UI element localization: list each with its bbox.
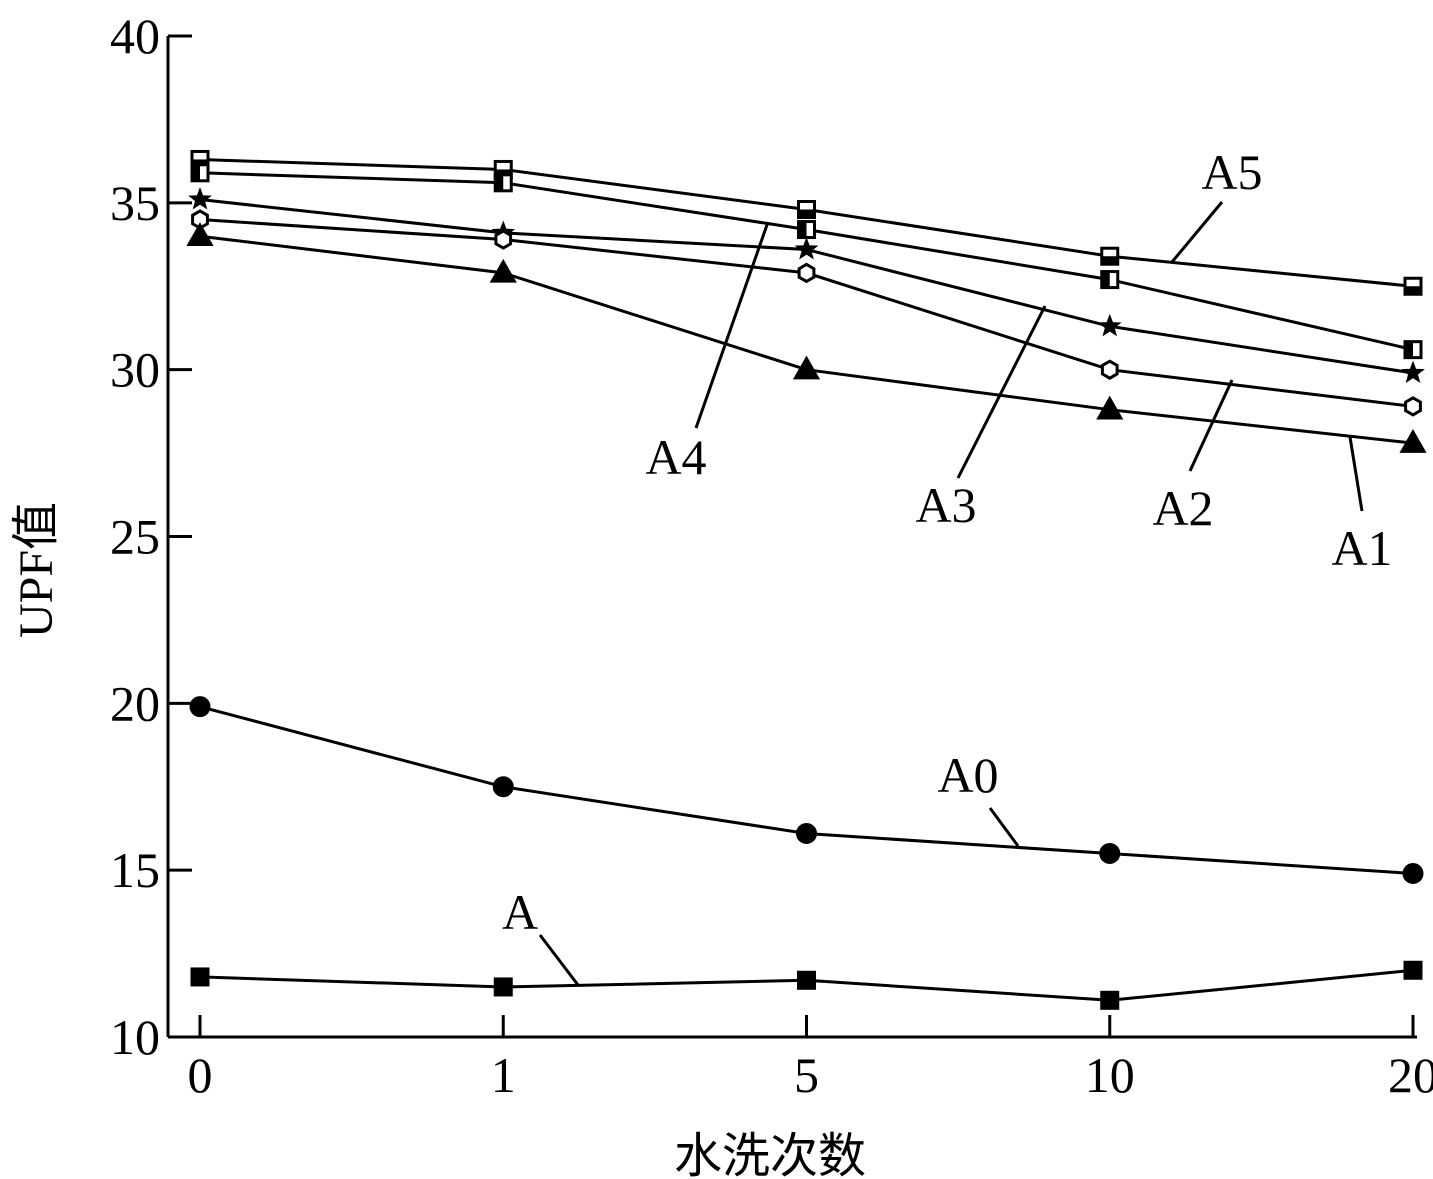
x-tick-label: 1 [491,1047,516,1103]
series-a2-point-2 [797,262,816,284]
y-axis-title: UPF值 [10,502,63,638]
series-a2-point-4 [1404,396,1422,417]
series-a0-point-3 [1099,842,1121,864]
series-a5-point-2 [797,200,816,220]
series-a3-label: A3 [915,477,976,533]
series-a-label: A [502,884,538,940]
series-a3-leader-line [956,305,1047,479]
series-a-point-0 [190,967,210,987]
series-a1-point-1 [489,258,517,283]
series-a-point-1 [493,977,513,997]
series-a0-point-0 [189,696,211,718]
series-a4-point-2 [797,220,816,240]
series-a0-point-2 [796,822,817,844]
series-a5-point-3 [1100,246,1120,266]
y-tick-label: 15 [110,842,160,898]
series-a1-label: A1 [1331,520,1392,576]
series-a2-leader-line [1188,379,1234,472]
series-a4-point-4 [1403,340,1423,360]
series-a0-point-1 [492,776,514,798]
y-tick-label: 35 [110,175,160,231]
series-a-point-2 [797,970,816,990]
series-a2-label: A2 [1152,480,1213,536]
series-a4-leader-line [694,221,770,429]
series-a3-point-3 [1097,313,1122,337]
series-a4-point-1 [493,173,513,193]
series-a [190,960,1423,1010]
series-a4-label: A4 [645,429,706,485]
series-a1 [186,222,1427,453]
series-a5-label: A5 [1201,144,1262,200]
y-tick-label: 30 [110,342,160,398]
series-a-leader-line [538,934,580,986]
series-a0-leader-line [988,807,1020,847]
series-a1-point-0 [186,222,214,246]
series-a2-point-3 [1100,359,1119,380]
series-a0-point-4 [1402,863,1424,885]
series-a-point-4 [1403,960,1423,980]
series-a0-label: A0 [937,747,998,803]
series-a4 [190,163,1423,360]
series-a0-line [199,705,1414,875]
series-a3-point-2 [794,237,819,260]
y-tick-label: 25 [110,509,160,565]
series-a5-point-4 [1403,276,1423,296]
series-a1-point-2 [792,355,821,380]
x-tick-label: 10 [1085,1047,1135,1103]
series-a0 [189,696,1424,885]
x-tick-label: 5 [794,1047,819,1103]
series-a-point-3 [1100,990,1120,1010]
series-labels: A5 A4 A3 A2 A1 A0 A [502,144,1393,940]
x-axis-title: 水洗次数 [674,1130,866,1179]
series-a5-leader-line [1170,201,1224,263]
series-leader-lines [538,201,1364,986]
series-a2-point-1 [494,229,513,250]
series-a4-point-0 [190,163,210,183]
y-tick-label: 20 [110,675,160,731]
x-tick-label: 0 [188,1047,213,1103]
series-a1-point-4 [1399,429,1427,453]
series-a3-point-0 [188,187,212,210]
x-tick-label: 20 [1388,1047,1433,1103]
y-tick-label: 10 [110,1009,160,1065]
series-a1-point-3 [1096,395,1124,420]
series-a4-point-3 [1100,270,1120,290]
series-group [186,149,1427,1010]
y-tick-label: 40 [110,8,160,64]
series-a1-leader-line [1348,436,1364,512]
series-a3-point-4 [1401,360,1425,384]
